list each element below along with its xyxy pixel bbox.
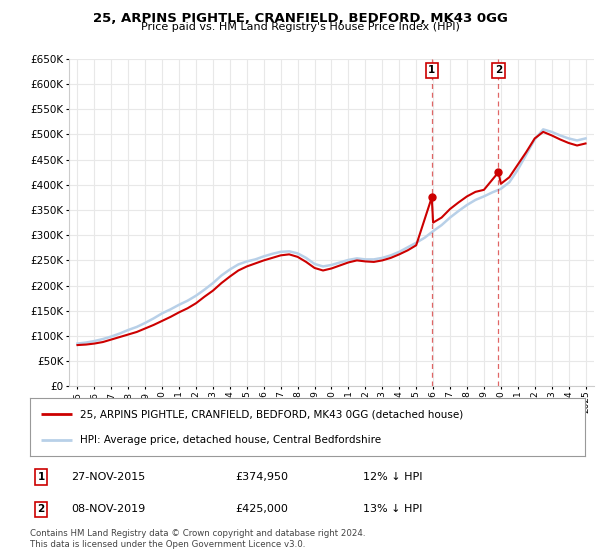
Text: £374,950: £374,950 — [235, 472, 289, 482]
Text: 12% ↓ HPI: 12% ↓ HPI — [363, 472, 422, 482]
Text: 25, ARPINS PIGHTLE, CRANFIELD, BEDFORD, MK43 0GG (detached house): 25, ARPINS PIGHTLE, CRANFIELD, BEDFORD, … — [80, 409, 463, 419]
Text: 1: 1 — [37, 472, 45, 482]
Text: HPI: Average price, detached house, Central Bedfordshire: HPI: Average price, detached house, Cent… — [80, 435, 381, 445]
Text: Price paid vs. HM Land Registry's House Price Index (HPI): Price paid vs. HM Land Registry's House … — [140, 22, 460, 32]
Text: 2: 2 — [37, 504, 45, 514]
Text: 25, ARPINS PIGHTLE, CRANFIELD, BEDFORD, MK43 0GG: 25, ARPINS PIGHTLE, CRANFIELD, BEDFORD, … — [92, 12, 508, 25]
Text: 2: 2 — [495, 66, 502, 75]
Text: Contains HM Land Registry data © Crown copyright and database right 2024.
This d: Contains HM Land Registry data © Crown c… — [30, 529, 365, 549]
Text: 1: 1 — [428, 66, 436, 75]
Text: 08-NOV-2019: 08-NOV-2019 — [71, 504, 146, 514]
Text: £425,000: £425,000 — [235, 504, 288, 514]
Text: 13% ↓ HPI: 13% ↓ HPI — [363, 504, 422, 514]
Text: 27-NOV-2015: 27-NOV-2015 — [71, 472, 146, 482]
